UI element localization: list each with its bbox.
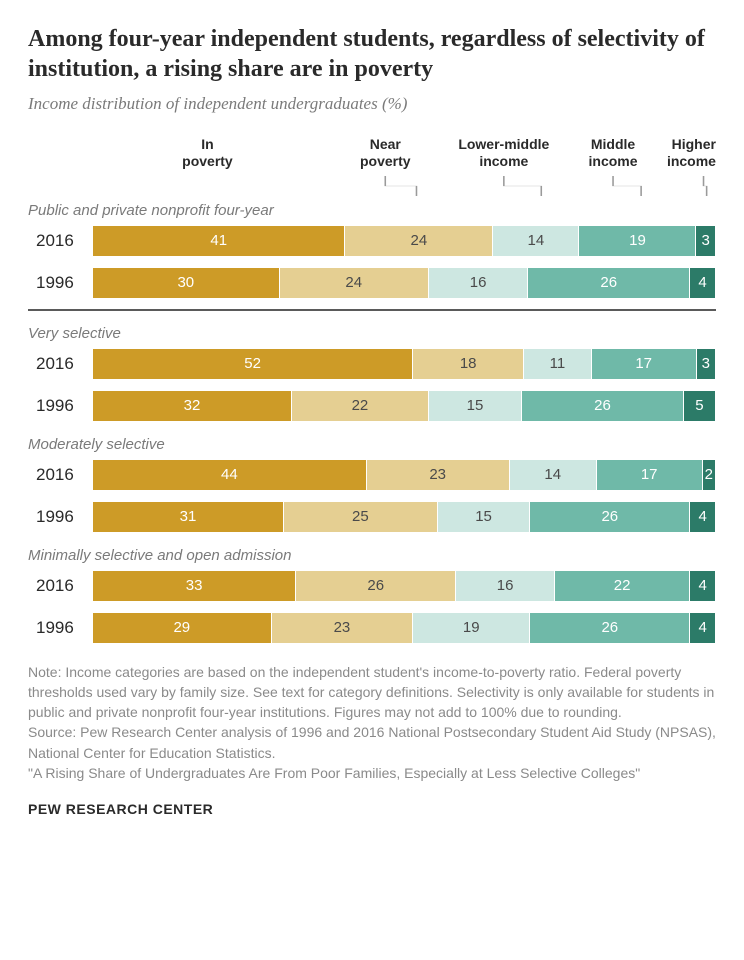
group-label: Moderately selective <box>28 436 716 453</box>
chart-area: InpovertyNearpovertyLower-middleincomeMi… <box>28 136 716 644</box>
year-label: 2016 <box>28 465 92 485</box>
bar-segment: 16 <box>429 268 529 298</box>
bar-segment: 22 <box>292 391 429 421</box>
bar-segment: 3 <box>696 226 714 256</box>
year-label: 2016 <box>28 354 92 374</box>
year-label: 1996 <box>28 396 92 416</box>
bar-segment: 11 <box>524 349 592 379</box>
bar-segment: 18 <box>413 349 524 379</box>
group-label: Very selective <box>28 325 716 342</box>
data-row: 1996302416264 <box>28 267 716 299</box>
chart-title: Among four-year independent students, re… <box>28 24 716 84</box>
bar-segment: 26 <box>530 613 690 643</box>
column-header-row: InpovertyNearpovertyLower-middleincomeMi… <box>92 136 716 170</box>
bar-segment: 19 <box>413 613 530 643</box>
bar-segment: 4 <box>690 571 715 601</box>
bar-segment: 30 <box>93 268 280 298</box>
bar-segment: 26 <box>530 502 690 532</box>
bar-segment: 4 <box>690 613 715 643</box>
chart-subtitle: Income distribution of independent under… <box>28 94 716 114</box>
bar-segment: 26 <box>528 268 690 298</box>
column-header: Nearpoverty <box>323 136 448 170</box>
chart-notes: Note: Income categories are based on the… <box>28 662 716 784</box>
stacked-bar: 312515264 <box>92 501 716 533</box>
bar-groups: Public and private nonprofit four-year 20… <box>28 202 716 644</box>
bar-segment: 32 <box>93 391 292 421</box>
bar-segment: 29 <box>93 613 272 643</box>
bar-segment: 4 <box>690 268 715 298</box>
stacked-bar: 292319264 <box>92 612 716 644</box>
bar-segment: 4 <box>690 502 715 532</box>
bar-segment: 41 <box>93 226 345 256</box>
stacked-bar: 521811173 <box>92 348 716 380</box>
bar-segment: 22 <box>555 571 690 601</box>
column-header: Higherincome <box>666 136 716 170</box>
group-label: Public and private nonprofit four-year <box>28 202 716 219</box>
header-connectors <box>92 176 716 196</box>
bar-segment: 24 <box>345 226 493 256</box>
bar-segment: 3 <box>697 349 715 379</box>
year-label: 1996 <box>28 618 92 638</box>
year-label: 1996 <box>28 507 92 527</box>
column-header: Inpoverty <box>92 136 323 170</box>
bar-segment: 25 <box>284 502 438 532</box>
bar-segment: 16 <box>456 571 555 601</box>
bar-segment: 2 <box>703 460 715 490</box>
data-row: 2016412414193 <box>28 225 716 257</box>
year-label: 2016 <box>28 576 92 596</box>
bar-segment: 23 <box>272 613 414 643</box>
group-label: Minimally selective and open admission <box>28 547 716 564</box>
year-label: 2016 <box>28 231 92 251</box>
bar-segment: 33 <box>93 571 296 601</box>
data-row: 1996322215265 <box>28 390 716 422</box>
stacked-bar: 302416264 <box>92 267 716 299</box>
bar-segment: 52 <box>93 349 413 379</box>
bar-segment: 15 <box>438 502 530 532</box>
group-divider <box>28 309 716 311</box>
bar-segment: 17 <box>592 349 697 379</box>
bar-segment: 26 <box>296 571 456 601</box>
bar-segment: 44 <box>93 460 367 490</box>
data-row: 1996312515264 <box>28 501 716 533</box>
data-row: 1996292319264 <box>28 612 716 644</box>
stacked-bar: 322215265 <box>92 390 716 422</box>
bar-segment: 26 <box>522 391 684 421</box>
stacked-bar: 412414193 <box>92 225 716 257</box>
bar-segment: 31 <box>93 502 284 532</box>
footer-attribution: PEW RESEARCH CENTER <box>28 801 716 817</box>
stacked-bar: 442314172 <box>92 459 716 491</box>
bar-segment: 14 <box>493 226 579 256</box>
data-row: 2016521811173 <box>28 348 716 380</box>
bar-segment: 24 <box>280 268 429 298</box>
bar-segment: 17 <box>597 460 703 490</box>
data-row: 2016332616224 <box>28 570 716 602</box>
stacked-bar: 332616224 <box>92 570 716 602</box>
column-header: Lower-middleincome <box>448 136 560 170</box>
bar-segment: 15 <box>429 391 522 421</box>
data-row: 2016442314172 <box>28 459 716 491</box>
column-header: Middleincome <box>560 136 666 170</box>
year-label: 1996 <box>28 273 92 293</box>
bar-segment: 19 <box>579 226 696 256</box>
bar-segment: 5 <box>684 391 715 421</box>
bar-segment: 14 <box>510 460 597 490</box>
bar-segment: 23 <box>367 460 510 490</box>
